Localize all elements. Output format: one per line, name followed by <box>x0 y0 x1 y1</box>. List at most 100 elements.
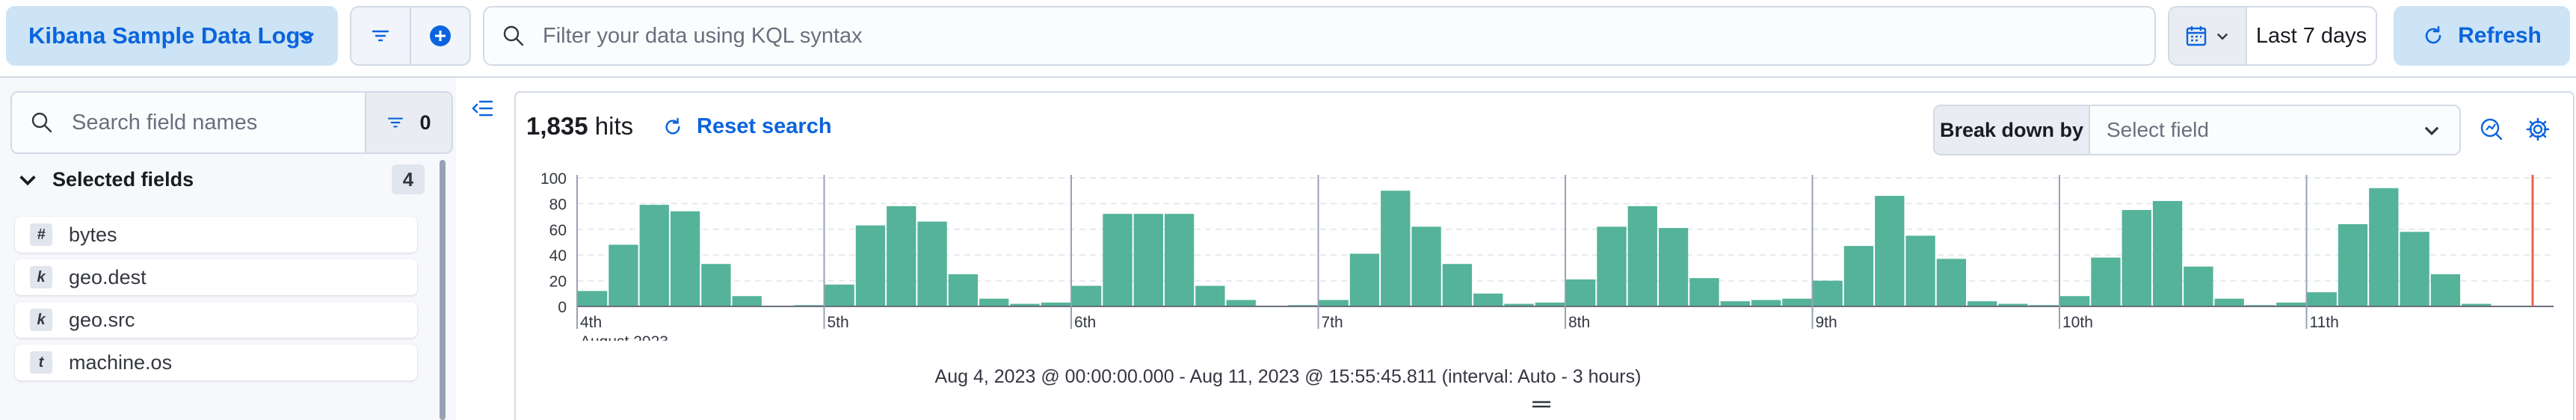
hits-label: hits <box>594 112 634 140</box>
x-tick-label: 7th <box>1322 314 1343 331</box>
chevron-down-icon <box>2216 33 2228 40</box>
calendar-icon <box>2186 26 2207 46</box>
text-type-icon: t <box>30 351 52 374</box>
data-view-picker[interactable]: Kibana Sample Data Logs <box>6 6 338 66</box>
histogram-bar <box>1535 302 1565 306</box>
refresh-icon <box>665 117 680 135</box>
histogram-bar <box>2338 223 2368 306</box>
histogram-bar <box>2369 188 2399 306</box>
histogram-bar <box>1782 298 1812 306</box>
kql-search-input[interactable]: Filter your data using KQL syntax <box>483 6 2156 66</box>
field-type-filter-button[interactable]: 0 <box>365 93 452 152</box>
histogram-bar <box>608 244 638 306</box>
x-tick-label: 10th <box>2062 314 2093 331</box>
histogram-bar <box>979 298 1009 306</box>
y-tick-label: 20 <box>549 274 567 291</box>
y-tick-label: 80 <box>549 196 567 213</box>
histogram-bar <box>1473 293 1503 306</box>
histogram-bar <box>825 284 854 306</box>
collapse-sidebar-button[interactable] <box>469 96 495 121</box>
number-type-icon: # <box>30 223 52 246</box>
histogram-bar <box>917 221 947 306</box>
chevron-down-icon <box>2424 126 2439 136</box>
resize-handle[interactable] <box>1531 400 1552 409</box>
reset-search-button[interactable]: Reset search <box>662 114 832 139</box>
field-name: geo.src <box>69 308 135 331</box>
histogram-bar <box>1566 279 1596 306</box>
divider <box>0 76 2576 78</box>
histogram-bar <box>2400 232 2429 306</box>
query-bar: Kibana Sample Data Logs Filter your data… <box>0 0 2576 77</box>
histogram-bar <box>1627 206 1657 306</box>
interval-label: Aug 4, 2023 @ 00:00:00.000 - Aug 11, 202… <box>934 366 1642 387</box>
field-item-geo-src[interactable]: k geo.src <box>15 302 417 338</box>
histogram-bar <box>1411 226 1441 306</box>
refresh-icon <box>2425 25 2441 44</box>
histogram-bar <box>732 296 762 306</box>
histogram-bar <box>1751 300 1781 306</box>
breakdown-select[interactable]: Break down by Select field <box>1933 105 2461 155</box>
x-tick-label: 11th <box>2310 314 2339 331</box>
histogram-bar <box>1072 285 1102 306</box>
field-item-geo-dest[interactable]: k geo.dest <box>15 259 417 295</box>
search-icon <box>31 112 52 133</box>
kql-placeholder: Filter your data using KQL syntax <box>543 23 863 48</box>
date-range-label[interactable]: Last 7 days <box>2255 23 2367 48</box>
date-picker: Last 7 days <box>2168 6 2377 66</box>
hits-count: 1,835 <box>526 112 588 140</box>
field-search-input[interactable]: Search field names <box>72 110 258 135</box>
histogram-bar <box>1226 300 1256 306</box>
histogram-bar <box>1319 300 1349 306</box>
options-button[interactable] <box>2477 115 2506 143</box>
field-filter-count: 0 <box>419 111 431 134</box>
keyword-type-icon: k <box>30 266 52 288</box>
histogram-bar <box>1720 301 1750 306</box>
x-month-label: August 2023 <box>580 333 668 341</box>
keyword-type-icon: k <box>30 309 52 331</box>
search-icon <box>503 25 524 46</box>
hits-counter: 1,835 hits <box>526 112 633 140</box>
chevron-down-icon <box>19 175 36 186</box>
filter-menu-button[interactable] <box>351 7 410 64</box>
histogram-bar <box>1442 264 1473 306</box>
field-item-bytes[interactable]: # bytes <box>15 217 417 253</box>
histogram-bar <box>2091 257 2121 306</box>
histogram-bar <box>1905 235 1935 306</box>
divider <box>410 7 411 64</box>
settings-button[interactable] <box>2524 115 2552 143</box>
x-tick-label: 6th <box>1074 314 1096 331</box>
histogram-bar <box>948 274 979 306</box>
histogram-bar <box>855 225 886 306</box>
add-filter-button[interactable] <box>411 7 469 64</box>
histogram-bar <box>1349 253 1380 306</box>
sidebar-scrollbar[interactable] <box>440 160 446 420</box>
histogram-bar <box>2462 303 2492 306</box>
lens-icon <box>2480 118 2503 140</box>
y-tick-label: 60 <box>549 222 567 239</box>
field-item-machine-os[interactable]: t machine.os <box>15 345 417 380</box>
y-tick-label: 40 <box>549 247 567 265</box>
field-name: geo.dest <box>69 265 147 288</box>
histogram-bar <box>1133 214 1163 306</box>
histogram-bar <box>1504 303 1534 306</box>
histogram-bar <box>578 291 608 306</box>
refresh-button[interactable]: Refresh <box>2394 6 2570 66</box>
histogram-bar <box>1658 228 1689 306</box>
gear-icon <box>2526 117 2550 141</box>
histogram-bar <box>1813 280 1843 306</box>
filter-button-group <box>350 6 471 66</box>
x-tick-label: 5th <box>828 314 849 331</box>
histogram-bar <box>1689 278 1719 306</box>
quick-select-button[interactable] <box>2169 7 2247 64</box>
filter-icon <box>388 117 404 128</box>
histogram-bar <box>1968 301 1997 306</box>
histogram-bar <box>2276 302 2306 306</box>
selected-fields-count: 4 <box>392 164 425 194</box>
selected-fields-header[interactable]: Selected fields 4 <box>16 163 425 196</box>
histogram-bar <box>1936 259 1967 306</box>
histogram-bar <box>887 206 916 306</box>
chevron-down-icon <box>299 32 314 42</box>
histogram-bar <box>2430 274 2461 306</box>
filter-icon <box>372 30 389 42</box>
x-tick-label: 9th <box>1816 314 1837 331</box>
